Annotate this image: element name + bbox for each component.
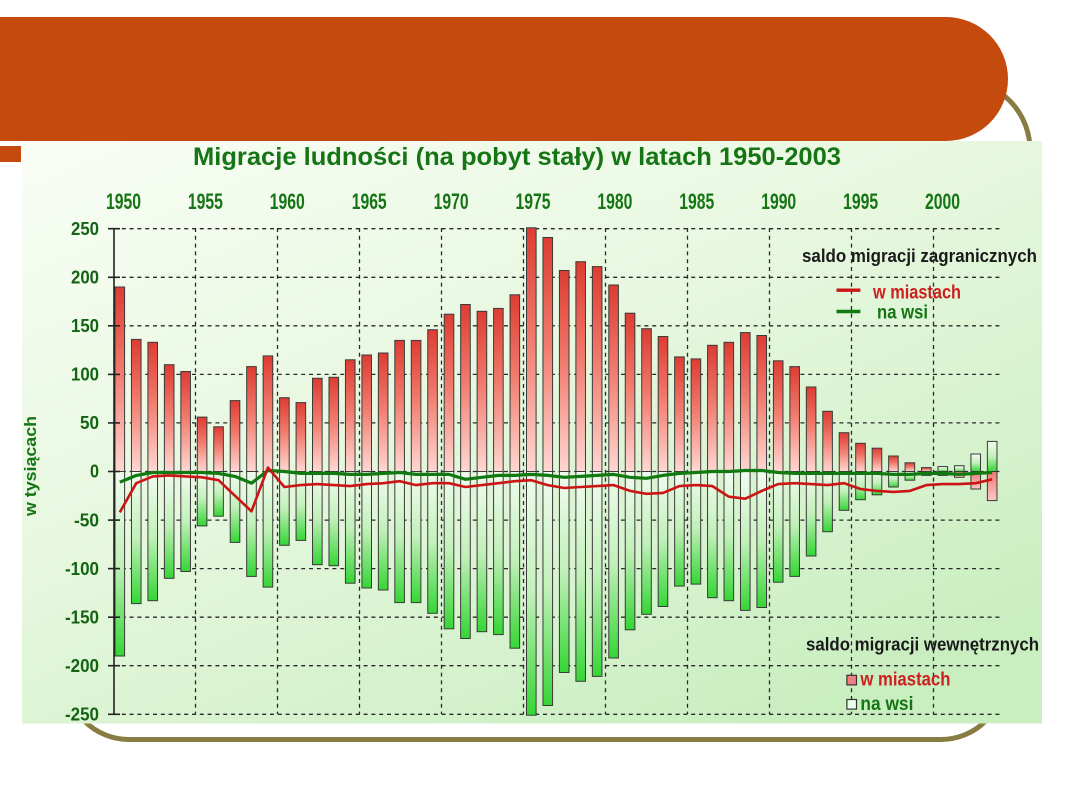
- svg-text:1960: 1960: [270, 189, 305, 214]
- svg-text:1980: 1980: [597, 189, 632, 214]
- svg-text:-150: -150: [65, 606, 99, 627]
- svg-text:1950: 1950: [106, 189, 141, 214]
- svg-text:100: 100: [71, 364, 99, 385]
- svg-text:na wsi: na wsi: [877, 303, 928, 324]
- svg-text:1965: 1965: [352, 189, 387, 214]
- svg-text:w miastach: w miastach: [872, 283, 961, 304]
- svg-text:200: 200: [71, 267, 99, 288]
- svg-text:1985: 1985: [679, 189, 714, 214]
- svg-text:-250: -250: [65, 704, 99, 725]
- svg-text:w miastach: w miastach: [860, 670, 951, 691]
- svg-text:Migracje ludności (na pobyt st: Migracje ludności (na pobyt stały) w lat…: [193, 143, 841, 171]
- svg-text:2000: 2000: [925, 189, 960, 214]
- svg-text:saldo migracji zagranicznych: saldo migracji zagranicznych: [802, 246, 1037, 266]
- svg-text:-200: -200: [65, 655, 99, 676]
- svg-text:1990: 1990: [761, 189, 796, 214]
- svg-text:w tysiącach: w tysiącach: [21, 416, 40, 517]
- svg-text:250: 250: [71, 218, 99, 239]
- svg-text:1975: 1975: [516, 189, 551, 214]
- svg-text:1955: 1955: [188, 189, 223, 214]
- svg-text:0: 0: [90, 461, 99, 482]
- svg-text:1995: 1995: [843, 189, 878, 214]
- svg-text:50: 50: [80, 412, 99, 433]
- svg-text:na wsi: na wsi: [860, 694, 913, 715]
- svg-text:1970: 1970: [434, 189, 469, 214]
- svg-text:-100: -100: [65, 558, 99, 579]
- svg-text:150: 150: [71, 315, 99, 336]
- svg-text:saldo migracji wewnętrznych: saldo migracji wewnętrznych: [806, 635, 1039, 655]
- svg-text:-50: -50: [74, 509, 99, 530]
